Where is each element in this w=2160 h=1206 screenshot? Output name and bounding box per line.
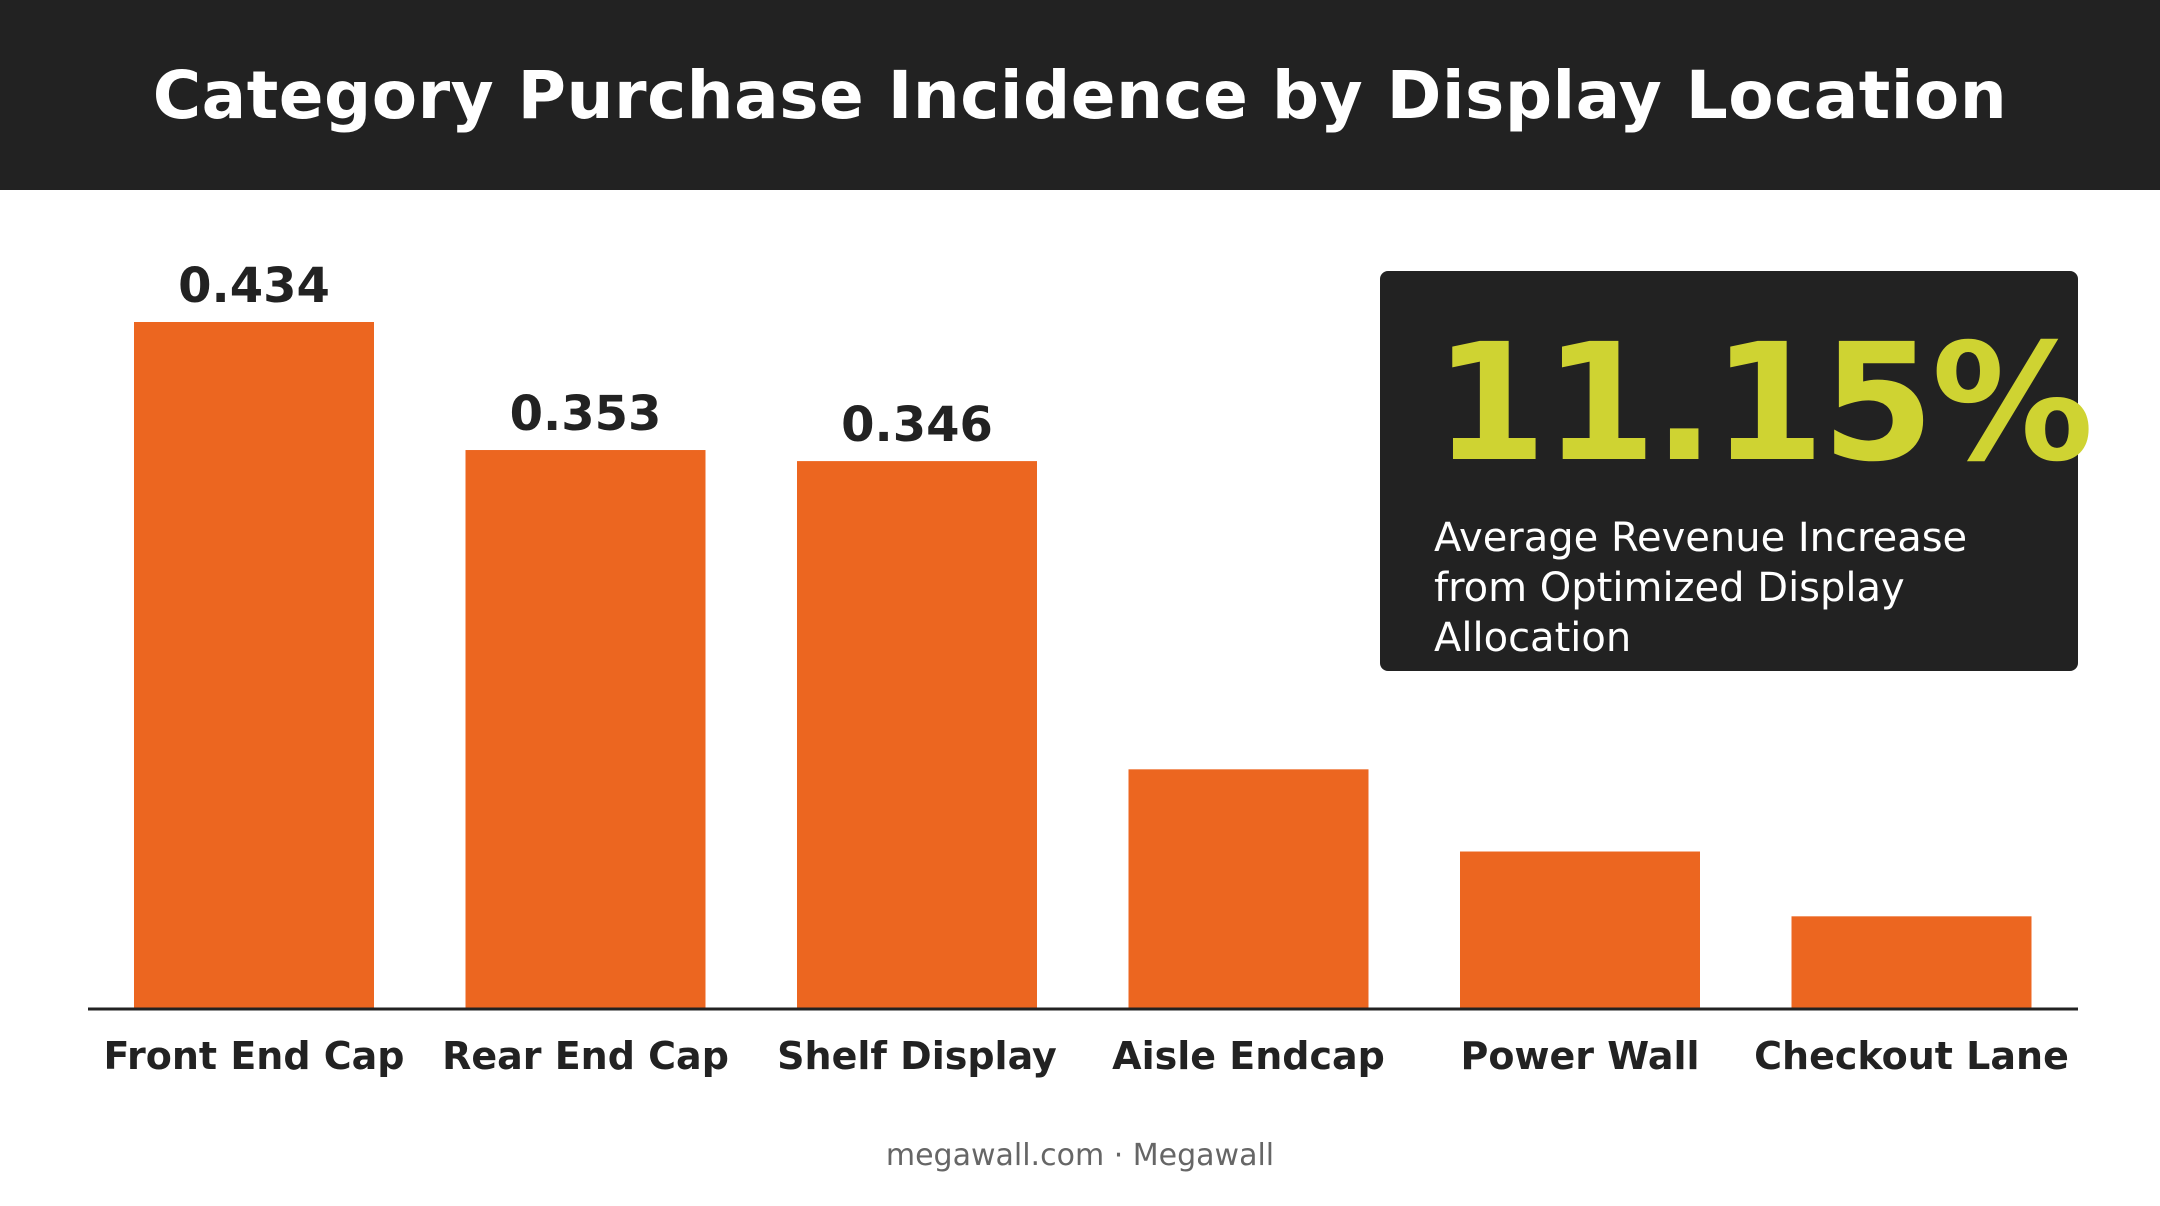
bar-checkout-lane xyxy=(1791,916,2032,1008)
category-label: Checkout Lane xyxy=(1754,1034,2069,1078)
bar-power-wall xyxy=(1460,851,1700,1008)
stat-value: 11.15% xyxy=(1434,310,2094,498)
stat-callout: 11.15% Average Revenue Increase from Opt… xyxy=(1380,271,2094,671)
data-label: 0.434 xyxy=(178,258,330,314)
data-label: 0.353 xyxy=(510,386,662,442)
stat-label: Average Revenue Increase from Optimized … xyxy=(1434,515,1968,661)
bar-shelf-display xyxy=(797,461,1037,1008)
bar-front-end-cap xyxy=(134,322,374,1008)
chart-title: Category Purchase Incidence by Display L… xyxy=(152,56,2008,134)
chart-header: Category Purchase Incidence by Display L… xyxy=(0,0,2160,190)
category-label: Power Wall xyxy=(1460,1034,1699,1078)
bar-aisle-endcap xyxy=(1128,769,1369,1008)
category-label: Front End Cap xyxy=(104,1034,405,1078)
data-label: 0.346 xyxy=(841,397,993,453)
category-label: Shelf Display xyxy=(777,1034,1057,1078)
category-label: Rear End Cap xyxy=(442,1034,729,1078)
category-label: Aisle Endcap xyxy=(1112,1034,1385,1078)
bar-rear-end-cap xyxy=(465,450,706,1009)
source-footer: megawall.com · Megawall xyxy=(885,1138,1275,1173)
